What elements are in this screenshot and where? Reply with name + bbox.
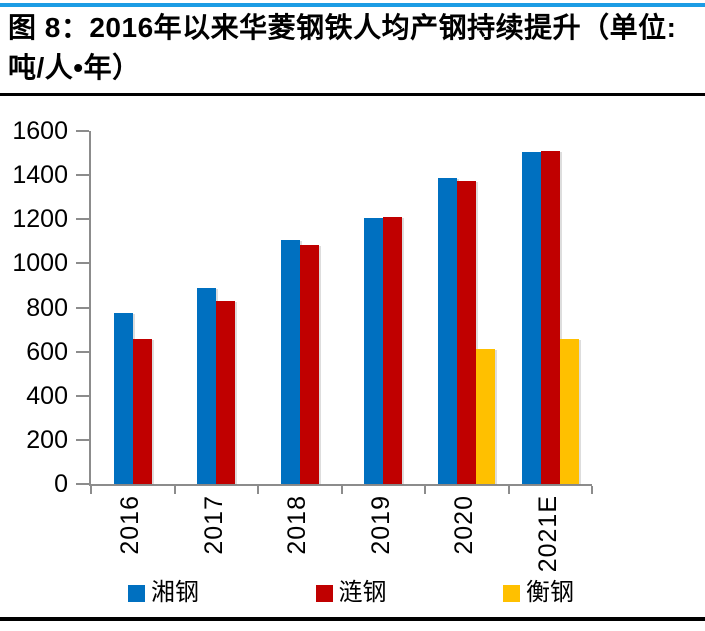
x-axis-tick (424, 486, 426, 494)
bar-group-2018 (258, 131, 342, 484)
y-axis-label: 200 (26, 425, 68, 454)
x-axis-labels: 2016 2017 2018 2019 2020 2021E (89, 495, 590, 577)
y-axis-tick (76, 306, 89, 309)
x-axis-label: 2021E (533, 495, 562, 573)
y-axis-tick (76, 394, 89, 397)
x-axis-label: 2016 (116, 495, 145, 555)
bar-chart-plot-area: 0 200 400 600 800 1000 1200 1400 1600 (12, 117, 593, 498)
bar-group-2020 (425, 131, 509, 484)
legend-item-series-1: 涟钢 (315, 579, 387, 606)
legend-label: 湘钢 (151, 579, 199, 606)
bar-2021E-series-2 (559, 339, 579, 484)
figure-title-line-1: 图 8：2016年以来华菱钢铁人均产钢持续提升（单位: (8, 12, 677, 43)
x-axis-label-cell: 2020 (423, 495, 507, 577)
x-axis-tick (591, 486, 593, 494)
y-axis-tick (76, 350, 89, 353)
x-axis-label-cell: 2017 (173, 495, 257, 577)
y-axis-label: 1600 (12, 117, 68, 145)
y-axis-tick (76, 218, 89, 221)
legend-item-series-0: 湘钢 (128, 581, 199, 605)
legend-item-series-2: 衡钢 (503, 581, 574, 605)
x-axis-tick (173, 486, 176, 494)
chart-legend: 湘钢 涟钢 衡钢 (128, 581, 574, 605)
y-axis-tick (76, 262, 89, 265)
bottom-border-line (0, 617, 705, 621)
bar-group-2017 (175, 131, 259, 484)
y-axis-tick (76, 130, 89, 132)
y-axis-label: 1000 (12, 249, 68, 278)
bar-2018-series-1 (299, 245, 319, 484)
bar-group-2021E (509, 131, 593, 484)
bar-2016-series-0 (113, 313, 133, 484)
y-axis-label: 400 (26, 381, 68, 410)
x-axis-label-cell: 2016 (89, 495, 173, 577)
x-axis-label: 2020 (450, 495, 479, 555)
bar-group-2019 (342, 131, 426, 484)
y-axis-label: 800 (26, 293, 68, 322)
bar-2016-series-1 (132, 339, 152, 484)
bar-2018-series-0 (280, 240, 300, 484)
x-axis-label: 2017 (199, 495, 228, 555)
figure-title-line-2: 吨/人•年） (8, 52, 141, 83)
top-border-line (0, 3, 705, 7)
y-axis-label: 1400 (12, 161, 68, 190)
x-axis-tick (507, 486, 510, 494)
y-axis-tick (76, 438, 89, 441)
bar-2020-series-2 (476, 349, 496, 484)
y-axis-label: 600 (26, 337, 68, 366)
bar-2019-series-0 (364, 218, 384, 484)
legend-label: 涟钢 (338, 579, 387, 606)
legend-swatch-icon (315, 584, 333, 602)
bar-2021E-series-0 (521, 152, 541, 484)
x-axis-label-cell: 2018 (256, 495, 340, 577)
y-axis-tick (76, 483, 89, 485)
bar-group-2016 (91, 131, 175, 484)
bar-2019-series-1 (383, 217, 403, 484)
bar-2017-series-1 (216, 301, 236, 484)
x-axis-tick (90, 486, 92, 494)
y-axis-tick (76, 174, 89, 177)
legend-label: 衡钢 (526, 579, 574, 606)
bar-2020-series-0 (438, 178, 458, 484)
y-axis-label: 1200 (12, 205, 68, 234)
x-axis-label: 2018 (283, 495, 312, 555)
y-axis-label: 0 (54, 470, 68, 498)
x-axis-tick (340, 486, 343, 494)
legend-swatch-icon (503, 584, 520, 602)
bar-2021E-series-1 (540, 151, 560, 484)
x-axis-label-cell: 2021E (507, 495, 591, 577)
x-axis-tick (257, 486, 259, 494)
figure-title: 图 8：2016年以来华菱钢铁人均产钢持续提升（单位: 吨/人•年） (8, 8, 702, 88)
legend-swatch-icon (128, 584, 145, 602)
bar-2017-series-0 (197, 288, 217, 484)
x-axis-label: 2019 (366, 495, 395, 555)
x-axis-label-cell: 2019 (340, 495, 424, 577)
bar-2020-series-1 (457, 181, 477, 484)
title-separator-line (0, 93, 705, 96)
